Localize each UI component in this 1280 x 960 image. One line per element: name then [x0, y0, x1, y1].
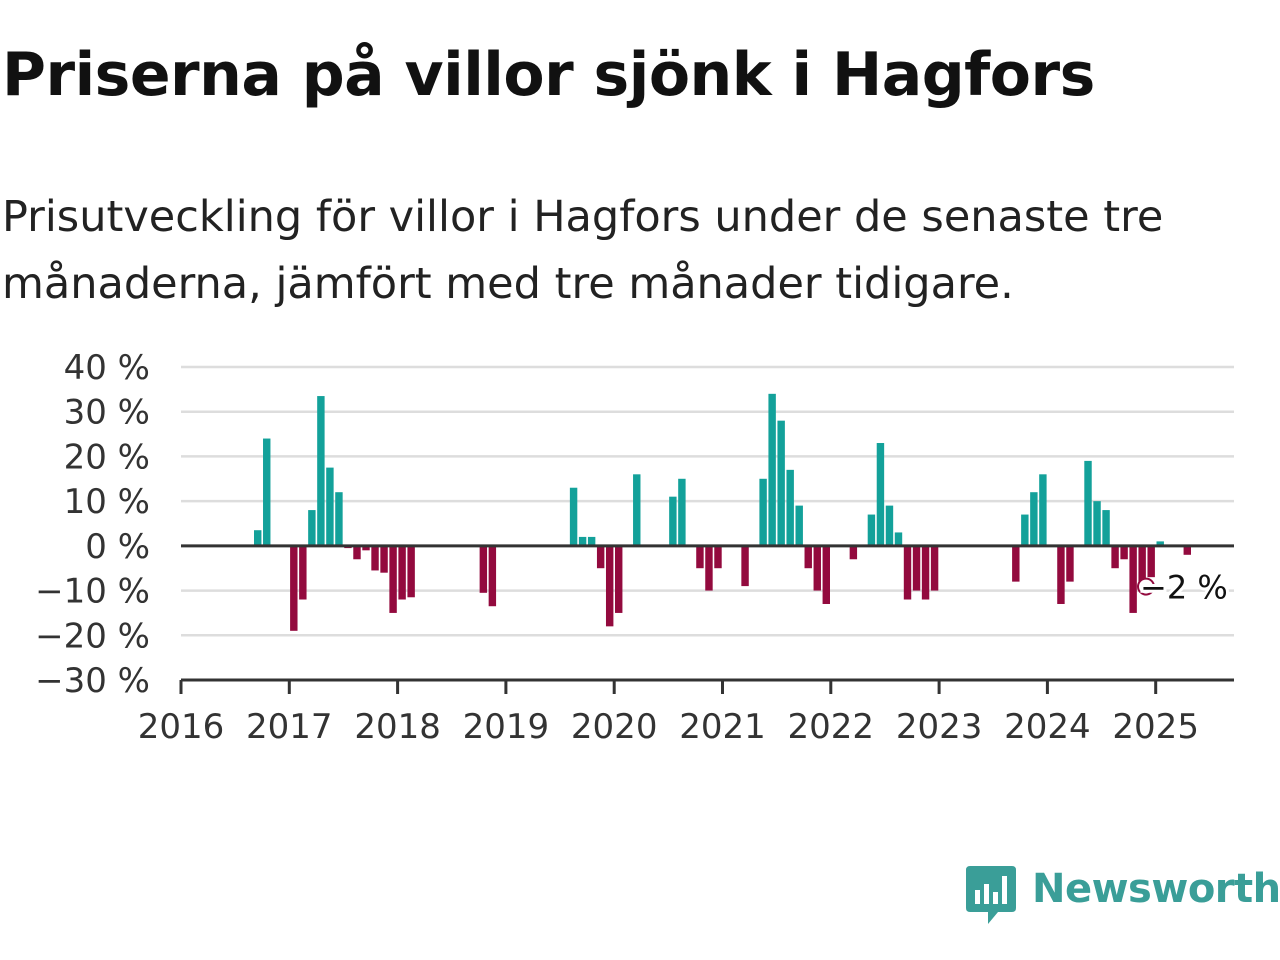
- bar: [930, 545, 939, 591]
- bar: [1147, 545, 1155, 578]
- bar: [795, 505, 803, 546]
- bar: [912, 545, 921, 591]
- bar: [1102, 510, 1110, 546]
- bars: [254, 393, 1191, 631]
- bar: [1183, 545, 1191, 555]
- x-tick-label: 2019: [463, 707, 550, 740]
- bar: [605, 545, 614, 627]
- bar: [714, 545, 722, 569]
- bar: [894, 532, 903, 546]
- bar: [876, 443, 885, 546]
- x-tick-label: 2021: [679, 707, 766, 740]
- bar: [587, 536, 596, 546]
- bar: [696, 545, 704, 569]
- bar: [1012, 545, 1020, 582]
- bar: [299, 545, 307, 600]
- bar: [1120, 545, 1128, 560]
- bar: [921, 545, 930, 600]
- y-axis-tick-labels: −30 % −20 %−10 % 0 % 10 % 20 %30 % 40 %: [35, 348, 150, 701]
- bar: [569, 487, 578, 546]
- x-tick-label: 2025: [1112, 707, 1199, 740]
- y-tick-label: 40 %: [64, 348, 150, 388]
- bar: [741, 545, 749, 587]
- bar: [786, 469, 794, 546]
- bar: [822, 545, 830, 604]
- x-tick-label: 2023: [896, 707, 983, 740]
- y-tick-label: −20 %: [35, 616, 150, 656]
- bar: [254, 530, 262, 546]
- newsworthy-logo-icon: [966, 866, 1016, 924]
- x-tick-label: 2016: [138, 707, 225, 740]
- bar: [1039, 474, 1047, 546]
- bar: [1156, 541, 1164, 546]
- bar: [903, 545, 912, 600]
- bar: [596, 545, 605, 569]
- bar: [371, 545, 379, 571]
- bar: [353, 545, 361, 560]
- bar: [407, 545, 415, 598]
- bar: [768, 393, 776, 546]
- bar: [488, 545, 497, 607]
- y-tick-label: 30 %: [64, 393, 150, 433]
- bar: [308, 510, 316, 546]
- bar: [578, 536, 587, 546]
- bar: [813, 545, 821, 591]
- newsworthy-logo[interactable]: Newsworthy: [964, 864, 1280, 928]
- bar: [885, 505, 894, 546]
- bar: [678, 478, 686, 546]
- y-tick-label: 0 %: [85, 527, 150, 567]
- bar: [849, 545, 858, 560]
- bar: [759, 478, 767, 546]
- bar: [1057, 545, 1065, 604]
- bar: [362, 545, 370, 551]
- y-tick-label: 10 %: [64, 482, 150, 522]
- y-tick-label: −30 %: [35, 661, 150, 701]
- bar: [479, 545, 488, 593]
- y-tick-label: −10 %: [35, 572, 150, 612]
- bar: [1021, 514, 1029, 546]
- bar: [389, 545, 397, 613]
- chart-title: Priserna på villor sjönk i Hagfors: [2, 40, 1095, 110]
- bar: [1066, 545, 1074, 582]
- x-tick-label: 2017: [246, 707, 333, 740]
- bar-chart: −30 %−20 %−10 %0 %10 %20 %30 %40 % 2016 2…: [35, 348, 1234, 740]
- bar: [263, 438, 271, 546]
- bar: [380, 545, 388, 573]
- end-marker: [1137, 577, 1155, 596]
- bar: [290, 545, 298, 631]
- bar: [804, 545, 812, 569]
- bar: [398, 545, 406, 600]
- x-tick-label: 2018: [354, 707, 441, 740]
- bar: [1111, 545, 1119, 569]
- bar: [1093, 501, 1101, 546]
- axes: [179, 544, 1234, 694]
- y-tick-label: 20 %: [64, 437, 150, 477]
- annotations: −2 %: [1137, 566, 1231, 610]
- bar: [1030, 492, 1038, 546]
- bar: [615, 545, 623, 613]
- bar: [1084, 460, 1092, 546]
- bar: [335, 492, 343, 546]
- x-axis-tick-labels: 2016 2017 2018 2019 2020 2021 2022 2023 2024 2025: [138, 707, 1199, 740]
- end-value-label: −2 %: [1140, 569, 1228, 607]
- bar: [705, 545, 713, 591]
- chart-subtitle: Prisutveckling för villor i Hagfors unde…: [2, 192, 1164, 309]
- x-tick-label: 2022: [788, 707, 875, 740]
- bar: [1138, 545, 1146, 591]
- bar: [867, 514, 876, 546]
- bar: [326, 467, 334, 546]
- x-tick-label: 2024: [1004, 707, 1091, 740]
- bar: [1129, 545, 1137, 613]
- brand-name: Newsworthy: [1032, 866, 1280, 912]
- bar: [633, 474, 641, 546]
- bar: [317, 396, 325, 546]
- x-tick-label: 2020: [571, 707, 658, 740]
- bar: [777, 420, 785, 546]
- bar: [669, 496, 677, 546]
